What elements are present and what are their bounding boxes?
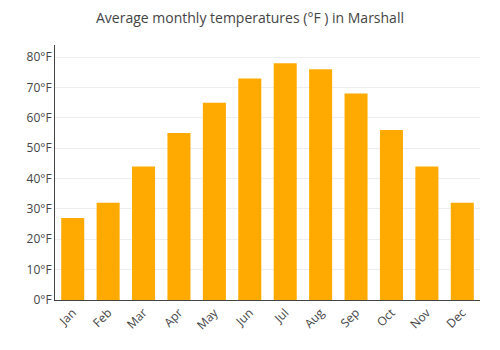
svg-text:Jul: Jul (270, 304, 292, 326)
svg-text:Jan: Jan (55, 304, 80, 329)
svg-text:20°F: 20°F (27, 230, 52, 247)
svg-text:Feb: Feb (89, 304, 115, 330)
svg-text:80°F: 80°F (27, 48, 52, 65)
svg-text:Apr: Apr (160, 304, 186, 330)
svg-text:Nov: Nov (406, 304, 434, 332)
svg-text:30°F: 30°F (27, 200, 52, 217)
svg-text:May: May (193, 304, 222, 333)
svg-text:Dec: Dec (442, 304, 469, 331)
svg-text:Sep: Sep (336, 304, 363, 331)
svg-text:Oct: Oct (373, 304, 399, 330)
svg-text:Average monthly temperatures (: Average monthly temperatures (°F ) in Ma… (96, 8, 404, 27)
svg-text:0°F: 0°F (33, 291, 51, 308)
svg-text:Jun: Jun (231, 304, 256, 329)
svg-text:70°F: 70°F (27, 79, 52, 96)
svg-text:Aug: Aug (300, 304, 328, 332)
svg-text:60°F: 60°F (27, 109, 52, 126)
svg-text:Mar: Mar (123, 304, 151, 332)
svg-text:40°F: 40°F (27, 170, 52, 187)
svg-text:50°F: 50°F (27, 139, 52, 156)
svg-text:10°F: 10°F (27, 261, 52, 278)
